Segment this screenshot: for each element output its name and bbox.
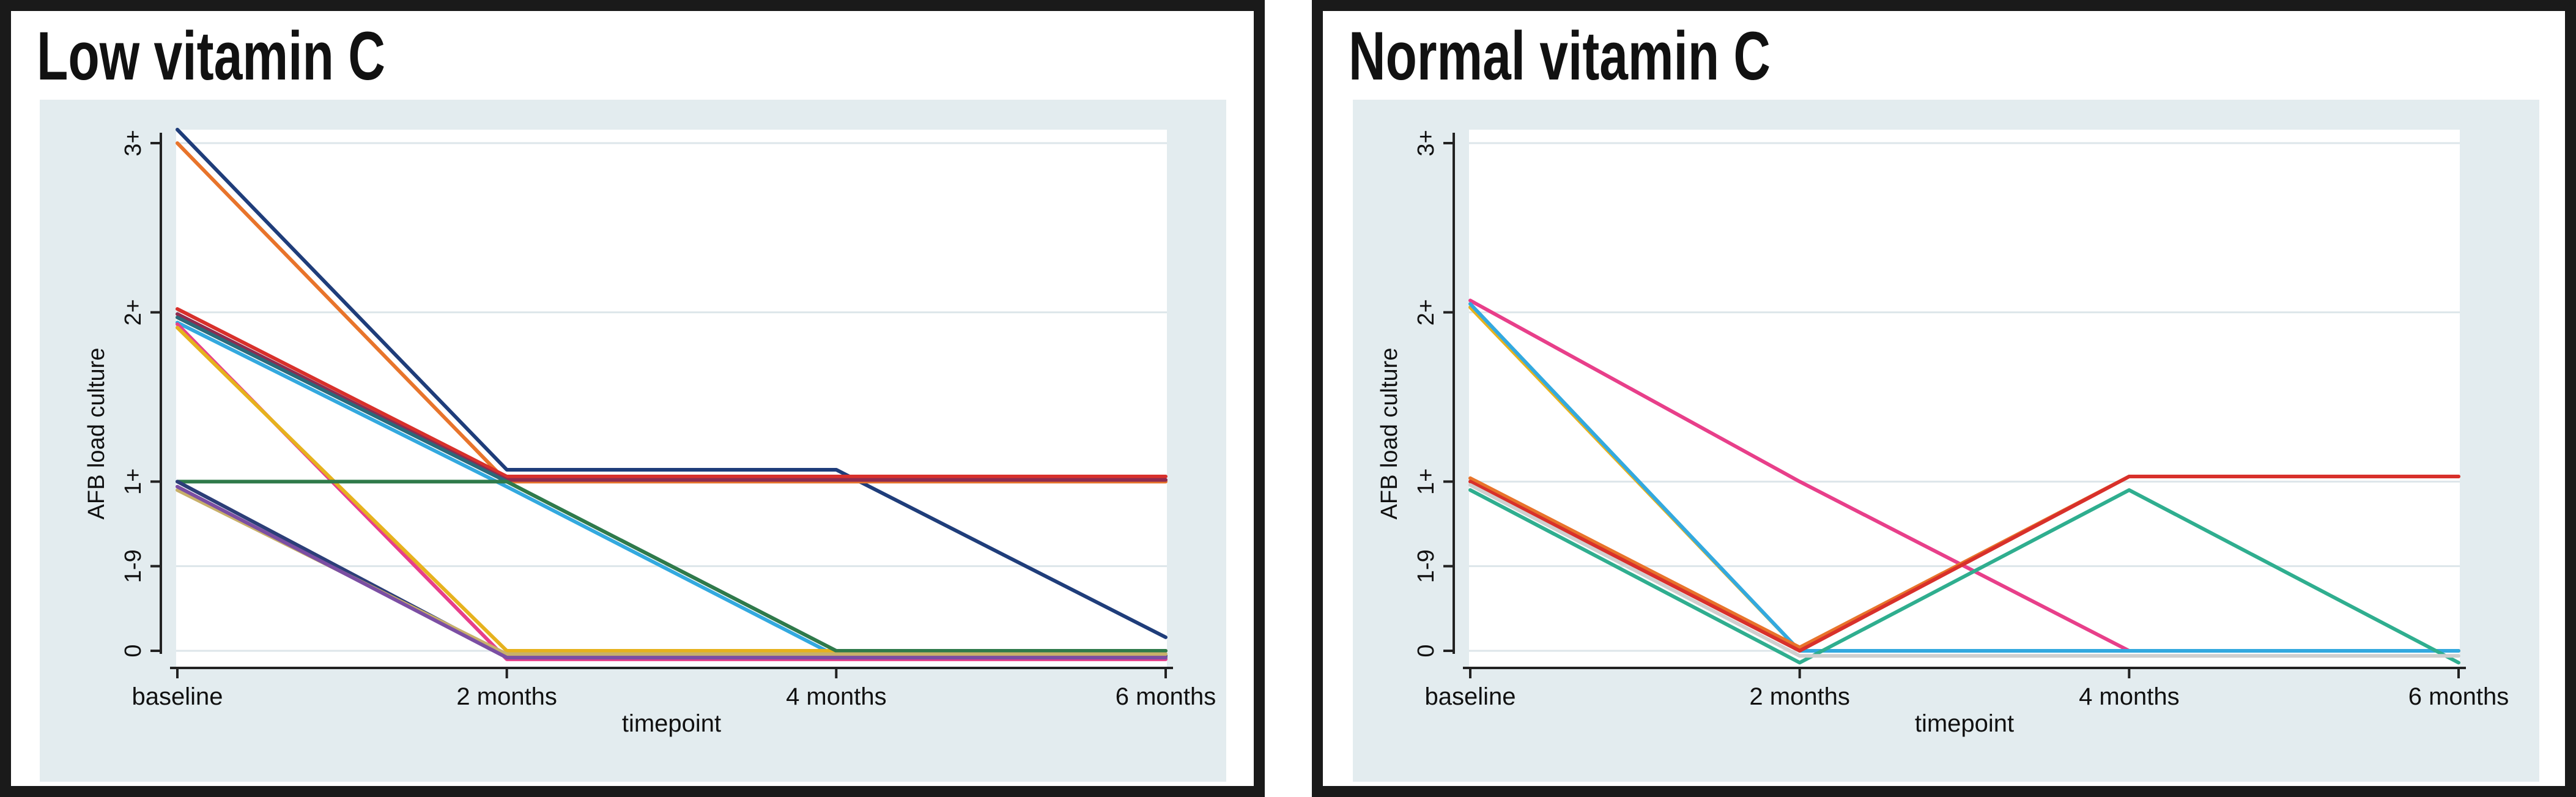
x-tick-label: 2 months <box>1749 683 1850 710</box>
y-tick-label: 2+ <box>1413 299 1439 325</box>
chart-panel-1: Low vitamin C 0 1-9 1+ 2+ 3+ AFB load culture b… <box>0 0 1265 797</box>
series-line <box>176 480 1168 653</box>
series-line <box>1468 475 2460 653</box>
y-tick-label: 2+ <box>120 299 146 325</box>
plot-area <box>176 130 1167 668</box>
series-line <box>1468 302 2460 653</box>
x-tick-label: baseline <box>1424 683 1516 710</box>
chart-panel-2: Normal vitamin C 0 1-9 1+ 2+ 3+ AFB load cultu… <box>1312 0 2576 797</box>
y-tick-label: 1-9 <box>1413 549 1439 583</box>
series-line <box>176 127 1168 639</box>
x-axis-title: timepoint <box>1915 710 2014 737</box>
x-tick-label: 4 months <box>786 683 887 710</box>
x-tick-label: 2 months <box>456 683 557 710</box>
series-line <box>1468 488 2460 665</box>
y-tick-label: 1-9 <box>120 549 146 583</box>
y-axis-title: AFB load culture <box>1377 348 1402 520</box>
series-line <box>176 312 1168 482</box>
y-tick-label: 0 <box>1413 644 1439 657</box>
series-line <box>176 484 1168 660</box>
x-tick-label: 6 months <box>1116 683 1216 710</box>
y-tick-label: 1+ <box>1413 469 1439 495</box>
y-tick-label: 3+ <box>1413 130 1439 156</box>
chart-title: Normal vitamin C <box>1349 18 1771 94</box>
series-line <box>176 307 1168 479</box>
y-tick-label: 0 <box>120 644 146 657</box>
series-line <box>1468 483 2460 658</box>
x-tick-label: baseline <box>131 683 223 710</box>
y-axis-title: AFB load culture <box>84 348 109 520</box>
y-tick-label: 3+ <box>120 130 146 156</box>
x-tick-label: 6 months <box>2408 683 2509 710</box>
chart-title: Low vitamin C <box>37 18 385 94</box>
x-tick-label: 4 months <box>2079 683 2180 710</box>
x-axis-title: timepoint <box>622 710 721 737</box>
y-tick-label: 1+ <box>120 469 146 495</box>
